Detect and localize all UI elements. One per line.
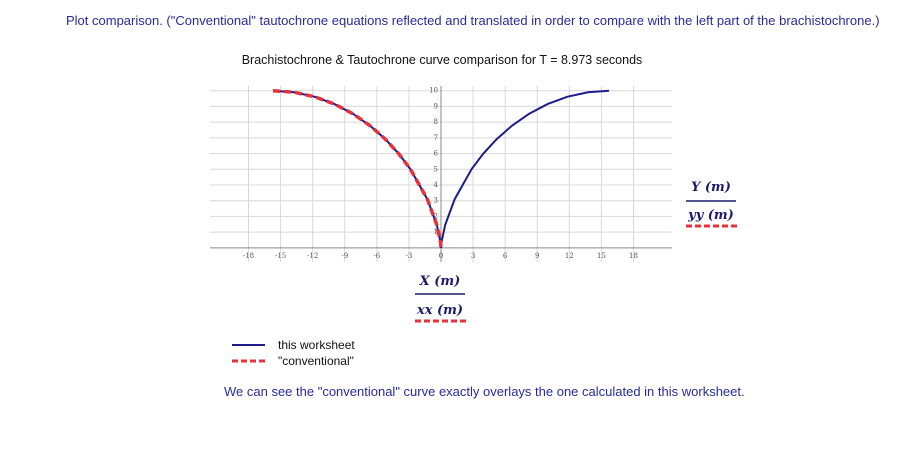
legend-label: this worksheet <box>278 338 355 352</box>
x-tick-label: -12 <box>307 252 318 260</box>
x-tick-label: -3 <box>406 252 413 260</box>
x-tick-label: -9 <box>341 252 348 260</box>
curve <box>272 89 610 248</box>
x-tick-label: 6 <box>503 252 508 260</box>
y-axis-label: yy (m) <box>687 208 734 223</box>
y-tick-label: 7 <box>434 134 438 142</box>
x-tick-label: -18 <box>243 252 254 260</box>
legend-label: "conventional" <box>278 354 354 368</box>
y-tick-label: 9 <box>434 102 438 110</box>
x-tick-label: 3 <box>471 252 475 260</box>
x-axis-label: xx (m) <box>416 303 463 318</box>
plot: -18-15-12-9-6-3036912151812345678910 <box>210 86 672 262</box>
x-axis-label: X (m) <box>419 274 461 289</box>
y-tick-label: 6 <box>434 150 439 158</box>
y-tick-label: 10 <box>429 87 438 95</box>
y-tick-label: 4 <box>434 181 439 189</box>
y-tick-label: 2 <box>434 212 438 220</box>
chart-title: Brachistochrone & Tautochrone curve comp… <box>242 53 643 67</box>
y-tick-label: 8 <box>434 118 438 126</box>
y-tick-label: 5 <box>434 165 438 173</box>
x-tick-label: -6 <box>373 252 380 260</box>
x-tick-label: 18 <box>629 252 638 260</box>
header-note: Plot comparison. ("Conventional" tautoch… <box>66 13 880 28</box>
curve <box>272 88 443 249</box>
y-tick-label: 3 <box>434 197 438 205</box>
x-tick-label: -15 <box>275 252 286 260</box>
y-axis-label: Y (m) <box>691 180 731 195</box>
x-tick-label: 9 <box>535 252 539 260</box>
footer-note: We can see the "conventional" curve exac… <box>224 384 745 399</box>
x-tick-label: 12 <box>565 252 574 260</box>
y-tick-label: 1 <box>434 228 438 236</box>
x-tick-label: 15 <box>597 252 606 260</box>
